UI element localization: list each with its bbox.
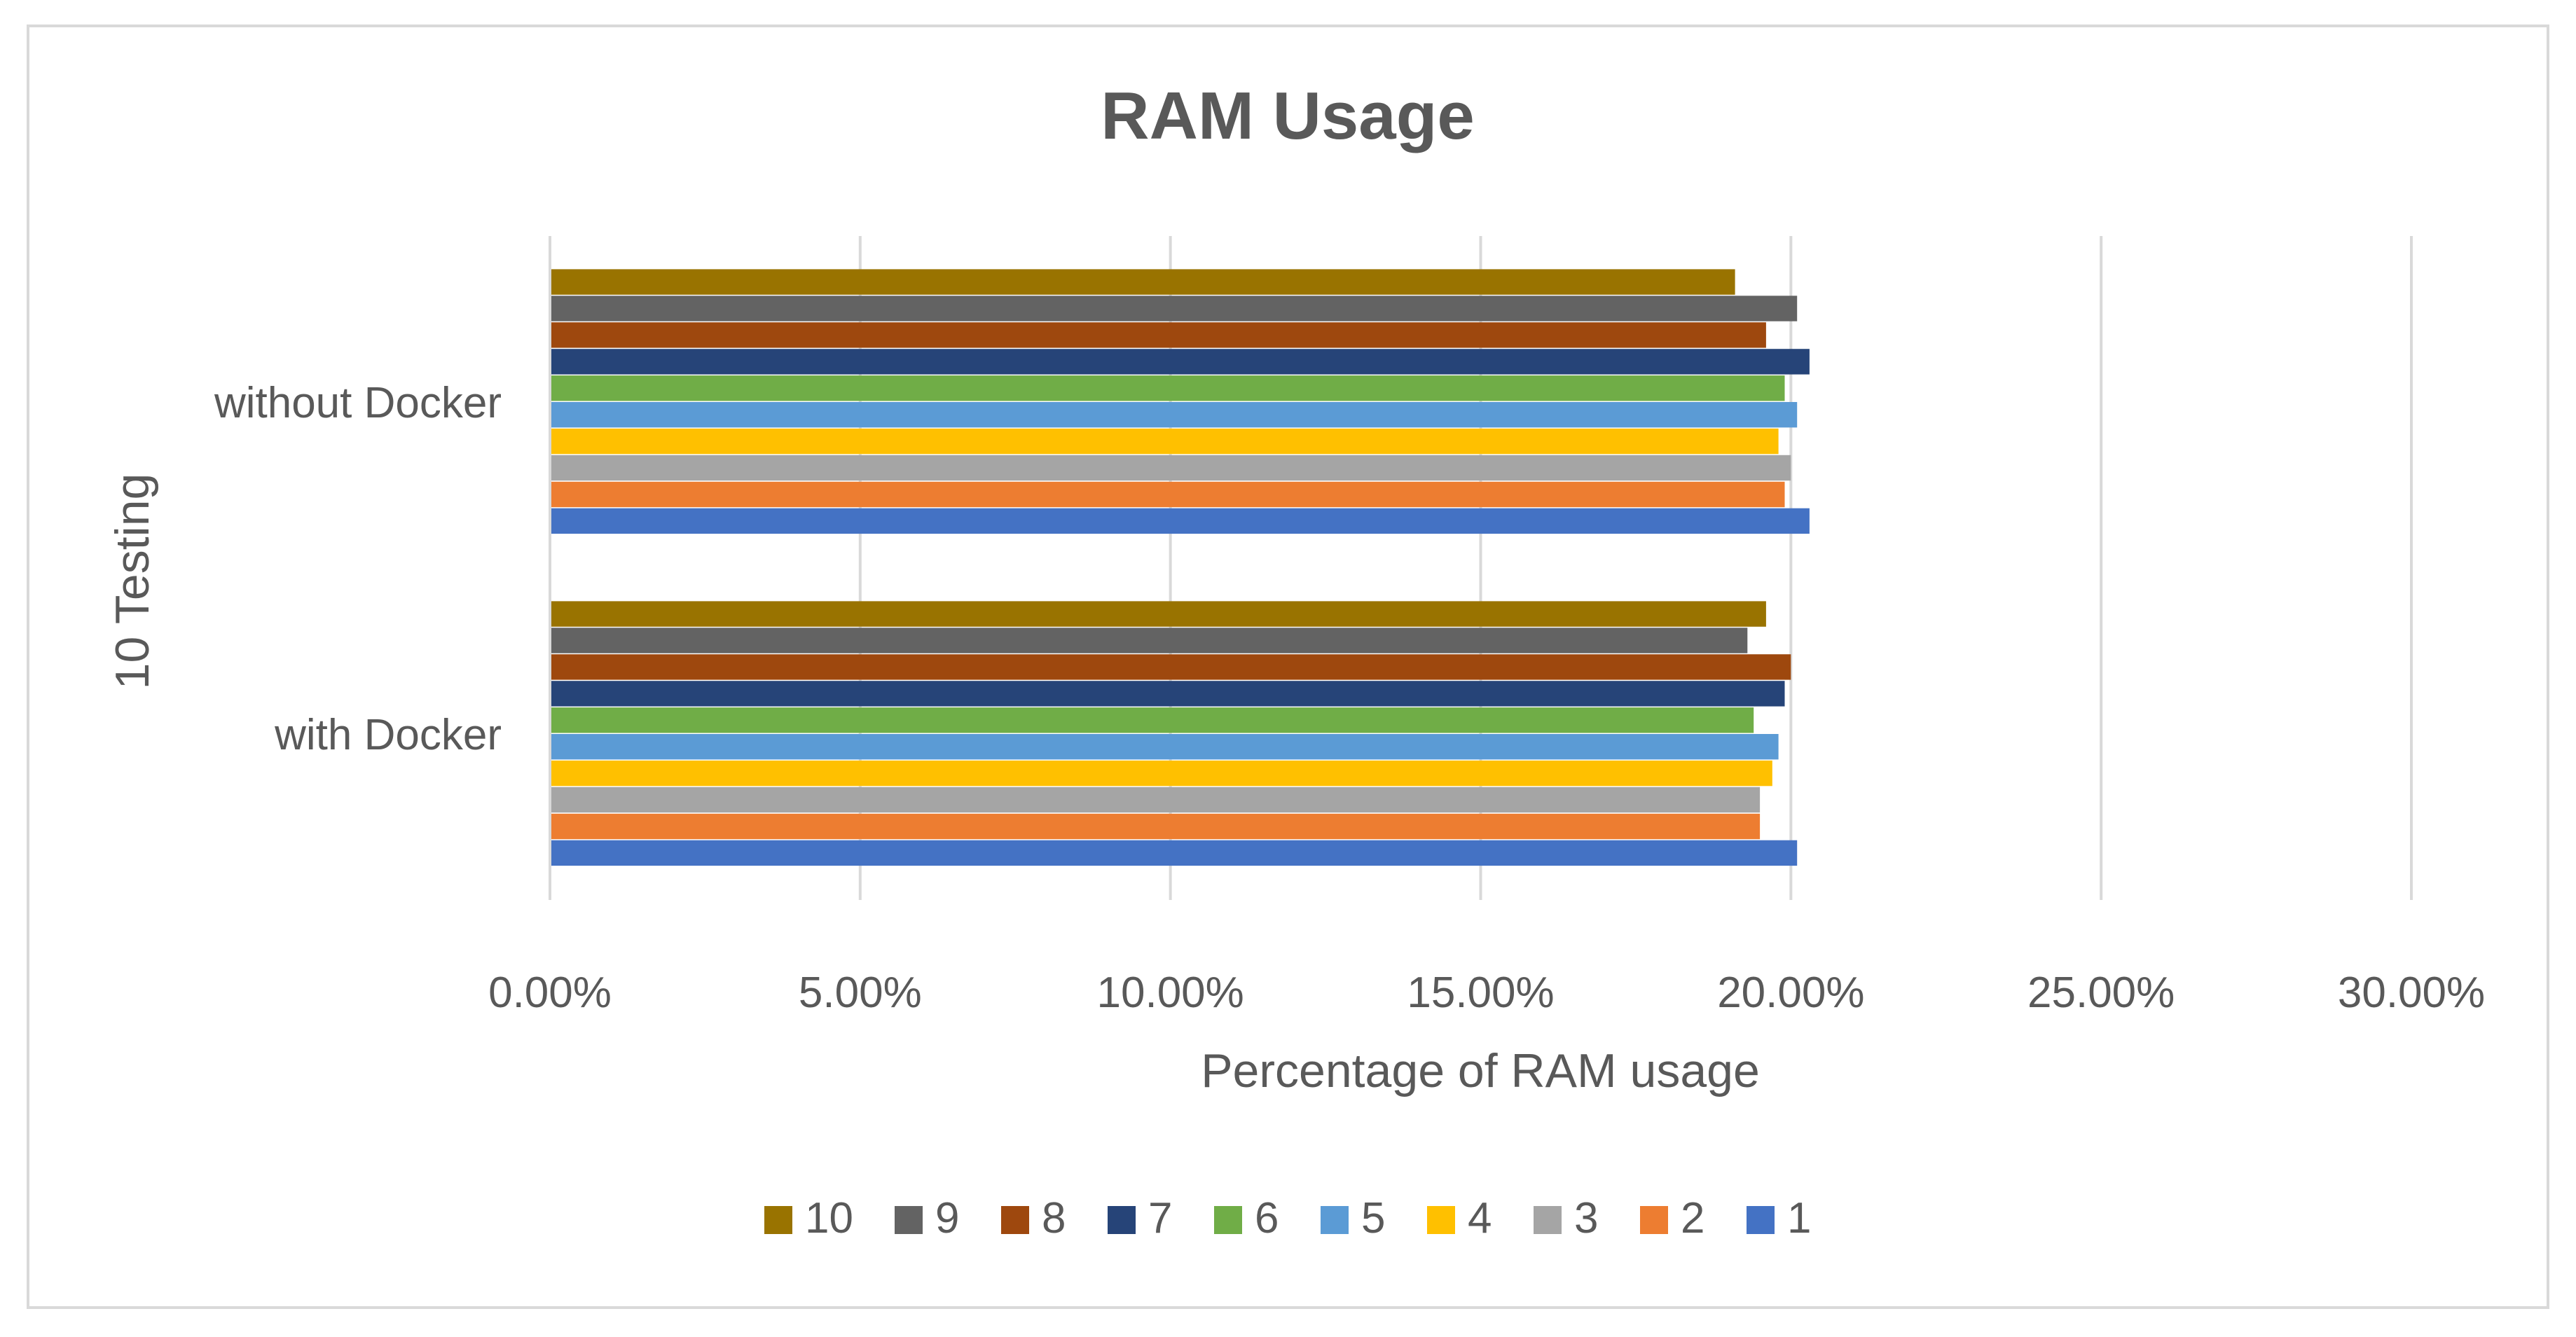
legend-swatch-9 xyxy=(895,1206,923,1234)
y-axis-title: 10 Testing xyxy=(106,473,159,690)
legend-swatch-10 xyxy=(764,1206,792,1234)
bar-series-5 xyxy=(550,734,1779,760)
category-label: with Docker xyxy=(274,711,502,759)
legend-swatch-7 xyxy=(1108,1206,1136,1234)
bar-series-3 xyxy=(550,455,1791,481)
x-tick-label: 15.00% xyxy=(1407,969,1554,1017)
chart-title: RAM Usage xyxy=(1101,78,1474,153)
bar-series-6 xyxy=(550,375,1785,401)
legend-swatch-3 xyxy=(1534,1206,1562,1234)
legend-swatch-1 xyxy=(1747,1206,1775,1234)
bar-series-9 xyxy=(550,296,1798,321)
legend-label: 8 xyxy=(1042,1194,1066,1242)
legend-swatch-6 xyxy=(1214,1206,1242,1234)
x-axis-ticks: 0.00% 5.00% 10.00% 15.00% 20.00% 25.00% 30.00% xyxy=(488,969,2485,1017)
legend-swatch-5 xyxy=(1321,1206,1349,1234)
bar-series-5 xyxy=(550,402,1798,428)
legend-swatch-8 xyxy=(1001,1206,1029,1234)
x-tick-label: 5.00% xyxy=(799,969,922,1017)
x-tick-label: 0.00% xyxy=(488,969,612,1017)
legend-label: 7 xyxy=(1148,1194,1172,1242)
bar-series-3 xyxy=(550,787,1761,813)
legend-swatch-4 xyxy=(1427,1206,1455,1234)
bars xyxy=(550,269,1810,866)
bar-series-1 xyxy=(550,840,1798,866)
y-axis-categories: without Docker with Docker xyxy=(214,379,502,759)
bar-series-9 xyxy=(550,628,1748,653)
legend-swatch-2 xyxy=(1640,1206,1668,1234)
legend-label: 9 xyxy=(935,1194,959,1242)
legend: 10 9 8 7 6 5 4 3 2 1 xyxy=(764,1194,1811,1242)
bar-series-7 xyxy=(550,349,1810,375)
legend-label: 6 xyxy=(1255,1194,1279,1242)
bar-series-4 xyxy=(550,760,1772,787)
legend-label: 1 xyxy=(1787,1194,1811,1242)
x-tick-label: 20.00% xyxy=(1717,969,1864,1017)
legend-label: 10 xyxy=(805,1194,853,1242)
bar-series-6 xyxy=(550,707,1754,733)
bar-series-8 xyxy=(550,654,1791,680)
bar-series-4 xyxy=(550,428,1779,455)
x-tick-label: 25.00% xyxy=(2027,969,2175,1017)
x-axis-title: Percentage of RAM usage xyxy=(1201,1044,1760,1097)
bar-series-2 xyxy=(550,481,1785,508)
bar-series-10 xyxy=(550,601,1766,627)
legend-label: 3 xyxy=(1574,1194,1598,1242)
bar-series-2 xyxy=(550,813,1761,840)
bar-series-1 xyxy=(550,508,1810,534)
category-label: without Docker xyxy=(214,379,502,427)
bar-series-10 xyxy=(550,269,1735,295)
legend-label: 5 xyxy=(1361,1194,1385,1242)
legend-label: 4 xyxy=(1468,1194,1492,1242)
x-tick-label: 10.00% xyxy=(1097,969,1244,1017)
legend-label: 2 xyxy=(1681,1194,1704,1242)
x-tick-label: 30.00% xyxy=(2338,969,2485,1017)
bar-series-7 xyxy=(550,681,1785,707)
bar-series-8 xyxy=(550,322,1766,348)
